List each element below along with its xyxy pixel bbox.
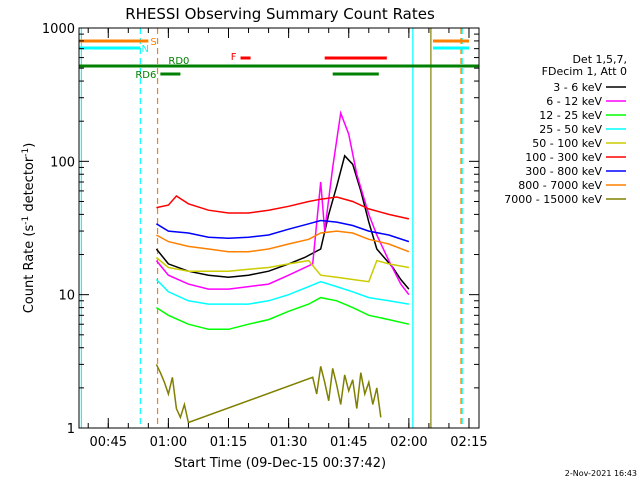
- svg-text:Count Rate (s-1 detector-1): Count Rate (s-1 detector-1): [21, 143, 37, 314]
- series-group: [155, 110, 410, 424]
- legend-header: FDecim 1, Att 0: [542, 65, 627, 78]
- x-tick-label: 01:00: [150, 435, 187, 450]
- series-line: [156, 195, 410, 220]
- legend-label: 12 - 25 keV: [539, 109, 602, 122]
- y-label-part: ): [22, 143, 37, 148]
- plot-frame: [78, 27, 480, 429]
- x-tick-label: 02:15: [450, 435, 487, 450]
- series-line: [155, 364, 382, 424]
- x-tick-label: 01:15: [210, 435, 247, 450]
- x-tick-label: 01:30: [270, 435, 307, 450]
- flag-label: RD6: [135, 70, 156, 81]
- x-tick-label: 01:45: [330, 435, 367, 450]
- series-line: [156, 230, 410, 253]
- flag-label: N: [142, 44, 149, 55]
- legend-label: 100 - 300 keV: [525, 151, 602, 164]
- y-label-sup: -1: [21, 216, 31, 225]
- flag-label: F: [231, 52, 237, 63]
- legend-label: 25 - 50 keV: [539, 123, 602, 136]
- y-label-part: Count Rate (s: [22, 225, 37, 314]
- flag-label: RD0: [168, 56, 189, 67]
- series-line: [155, 256, 410, 283]
- y-axis-label: Count Rate (s-1 detector-1): [21, 143, 37, 314]
- legend-label: 800 - 7000 keV: [518, 179, 602, 192]
- series-line: [156, 219, 410, 243]
- legend-label: 50 - 100 keV: [532, 137, 602, 150]
- x-tick-label: 00:45: [90, 435, 127, 450]
- series-line: [155, 154, 410, 290]
- y-tick-label: 10: [58, 289, 75, 304]
- footer-date: 2-Nov-2021 16:43: [565, 469, 637, 478]
- plot-area: SN F RD0 RD6 1 10 100 1000 00:45 01:00 01:15 01:30 0…: [42, 22, 488, 450]
- chart-title: RHESSI Observing Summary Count Rates: [125, 5, 435, 23]
- y-label-part: detector: [22, 156, 37, 216]
- y-tick-label: 1: [67, 422, 75, 437]
- legend-label: 7000 - 15000 keV: [504, 193, 602, 206]
- y-label-sup: -1: [21, 148, 31, 157]
- legend-header: Det 1,5,7,: [572, 53, 627, 66]
- x-tick-label: 02:00: [390, 435, 427, 450]
- y-tick-label: 1000: [42, 22, 75, 37]
- legend-label: 3 - 6 keV: [553, 81, 602, 94]
- series-line: [155, 110, 410, 296]
- y-tick-label: 100: [50, 155, 75, 170]
- legend-label: 300 - 800 keV: [525, 165, 602, 178]
- x-axis-label: Start Time (09-Dec-15 00:37:42): [174, 456, 386, 471]
- series-line: [155, 296, 410, 331]
- flag-label: S: [150, 37, 156, 48]
- series-line: [155, 278, 410, 305]
- legend-label: 6 - 12 keV: [546, 95, 602, 108]
